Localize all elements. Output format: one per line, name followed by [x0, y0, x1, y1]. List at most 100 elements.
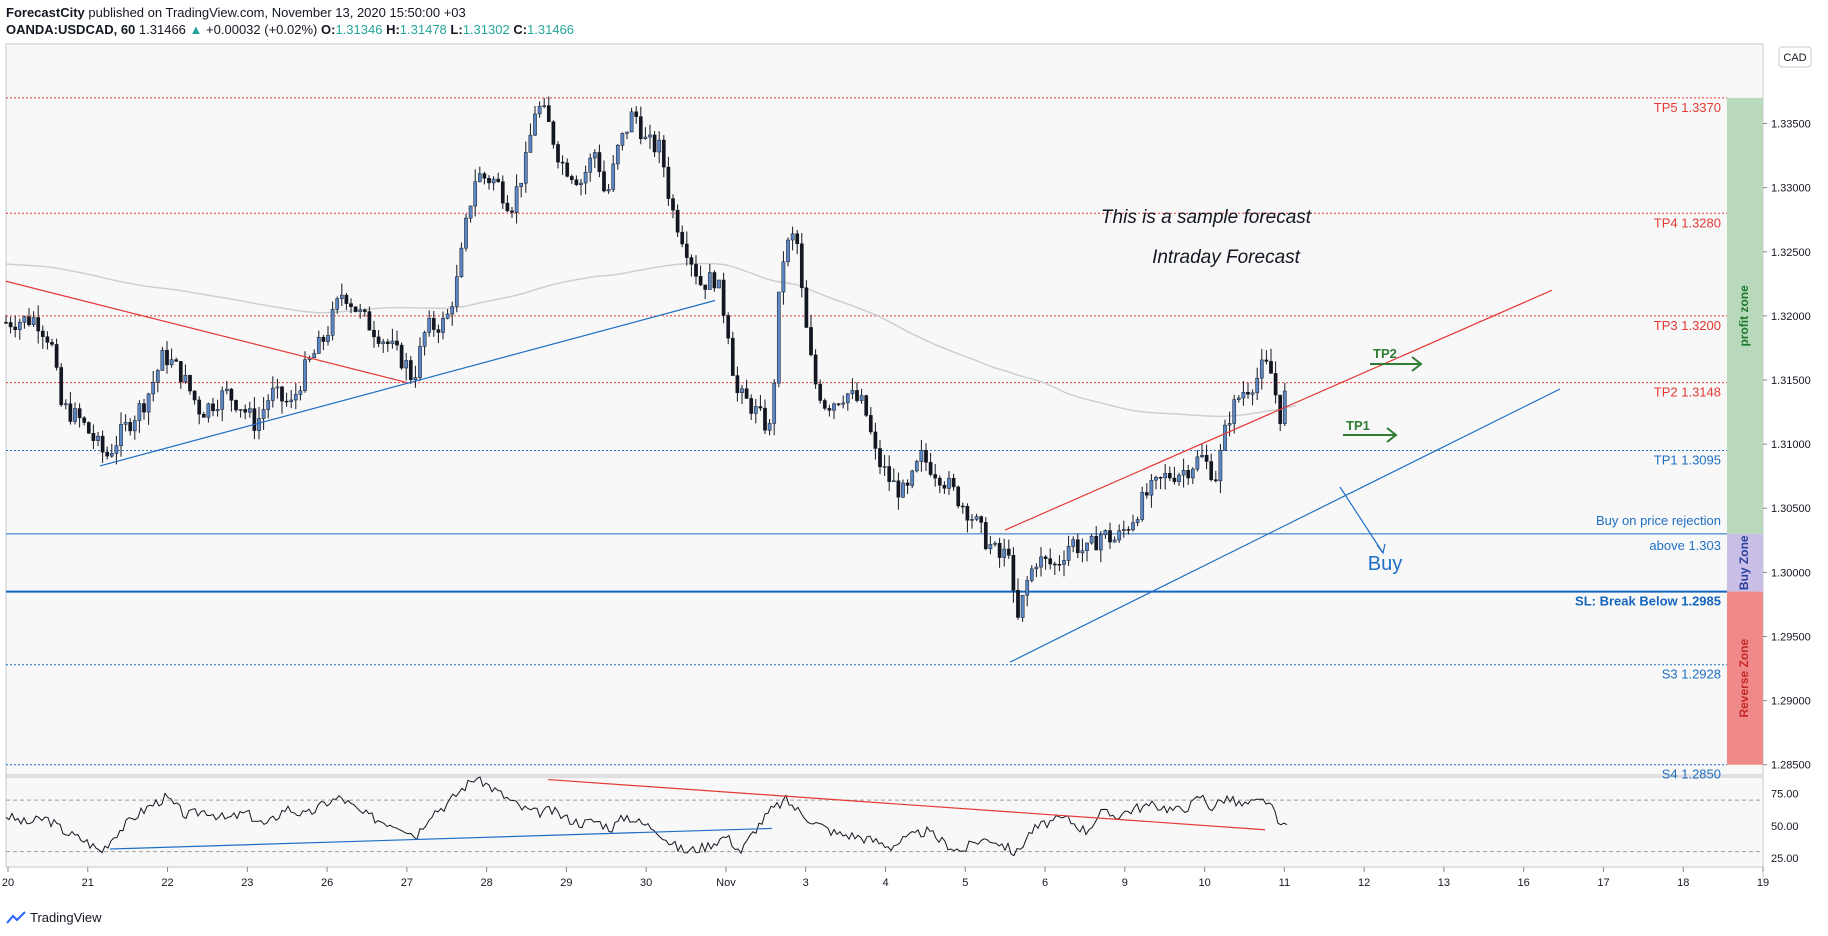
time-axis: 20 21 22 23 26 27 28 29 30 Nov 3 4 5 6 9 10 11 12 13 16 17 18… — [2, 867, 1769, 889]
candle-body — [588, 157, 593, 173]
candle-body — [408, 360, 413, 381]
candle-body — [316, 336, 321, 354]
candle-body — [606, 189, 611, 192]
price-tick-label: 1.32500 — [1771, 247, 1811, 259]
candle-body — [215, 409, 220, 412]
candle-body — [928, 462, 933, 475]
candle-body — [36, 317, 41, 332]
candle-body — [652, 134, 657, 153]
candle-body — [776, 291, 781, 384]
tradingview-logo-icon — [6, 910, 26, 924]
candle-body — [717, 279, 721, 289]
candle-body — [703, 284, 708, 290]
candle-body — [68, 403, 73, 422]
candle-body — [924, 450, 928, 463]
candle-body — [1057, 563, 1062, 566]
candle-body — [1213, 479, 1218, 482]
candle-body — [684, 243, 689, 258]
candle-body — [519, 182, 524, 187]
candle-body — [13, 326, 18, 331]
candle-body — [1181, 470, 1186, 476]
buy-annotation: Buy — [1368, 553, 1402, 575]
candle-body — [169, 359, 174, 366]
candle-body — [1071, 539, 1076, 547]
zone-label: Reverse Zone — [1737, 638, 1751, 717]
tp2-arrow-head — [1411, 356, 1423, 372]
candle-body — [395, 340, 399, 346]
buy-arrow-head — [1376, 543, 1386, 555]
candle-body — [436, 329, 441, 333]
rsi-trend-line — [547, 778, 1266, 831]
candle-body — [818, 383, 823, 401]
candle-body — [864, 395, 869, 416]
candle-body — [629, 111, 634, 133]
candle-body — [569, 176, 574, 180]
candle-body — [698, 276, 703, 286]
candle-body — [850, 390, 855, 395]
candle-body — [404, 360, 409, 369]
moving-average-line — [5, 262, 1297, 418]
candle-body — [473, 181, 478, 207]
candle-body — [326, 335, 330, 342]
candle-body — [234, 400, 238, 411]
tp1-arrow-head — [1386, 427, 1398, 443]
candle-body — [845, 393, 850, 404]
price-tick-label: 1.31500 — [1771, 375, 1811, 387]
candle-body — [500, 181, 505, 204]
candle-body — [753, 406, 758, 414]
candles — [4, 96, 1287, 622]
candle-body — [468, 205, 473, 219]
price-tick-label: 1.30000 — [1771, 567, 1811, 579]
tp1-annotation: TP1 — [1346, 418, 1370, 433]
time-tick-label: 16 — [1518, 877, 1530, 889]
candle-body — [1186, 470, 1191, 479]
rsi-indicator — [5, 776, 1763, 857]
candle-body — [188, 375, 192, 392]
candle-body — [914, 461, 919, 472]
candle-body — [40, 330, 45, 337]
candle-body — [1052, 563, 1057, 566]
footer-brand[interactable]: TradingView — [30, 910, 102, 925]
author-name[interactable]: ForecastCity — [6, 5, 85, 20]
candle-body — [321, 336, 326, 342]
candle-body — [657, 139, 662, 153]
candle-body — [611, 163, 616, 190]
candle-body — [1255, 377, 1260, 394]
time-tick-label: 10 — [1198, 877, 1210, 889]
candle-body — [905, 482, 910, 486]
candle-body — [132, 420, 137, 432]
candle-body — [721, 279, 726, 316]
level-label: S4 1.2850 — [1662, 767, 1721, 782]
candle-body — [740, 388, 744, 393]
candle-body — [197, 399, 202, 415]
candle-body — [901, 482, 905, 498]
candle-body — [1025, 580, 1030, 596]
candle-body — [1273, 373, 1278, 396]
currency-badge[interactable] — [1778, 46, 1812, 68]
candle-body — [910, 470, 915, 486]
time-tick-label: 21 — [82, 877, 94, 889]
open-value: 1.31346 — [335, 22, 383, 37]
time-tick-label: 26 — [321, 877, 333, 889]
candle-body — [1034, 566, 1039, 570]
candle-body — [358, 309, 363, 312]
candle-body — [1080, 550, 1085, 554]
price-tick-label: 1.33000 — [1771, 183, 1811, 195]
candle-body — [165, 349, 169, 366]
candle-body — [804, 287, 809, 328]
level-label: TP2 1.3148 — [1654, 385, 1721, 400]
candle-body — [1227, 423, 1232, 426]
candle-body — [1020, 594, 1025, 618]
candle-body — [1163, 473, 1168, 479]
candle-body — [1135, 519, 1140, 523]
candle-body — [1094, 535, 1099, 551]
candle-body — [873, 431, 878, 449]
time-tick-label: 20 — [2, 877, 14, 889]
candle-body — [836, 403, 841, 406]
candle-body — [579, 182, 583, 185]
candle-body — [809, 327, 813, 356]
candle-body — [1011, 555, 1016, 591]
candle-body — [615, 145, 620, 165]
candle-body — [680, 231, 685, 245]
